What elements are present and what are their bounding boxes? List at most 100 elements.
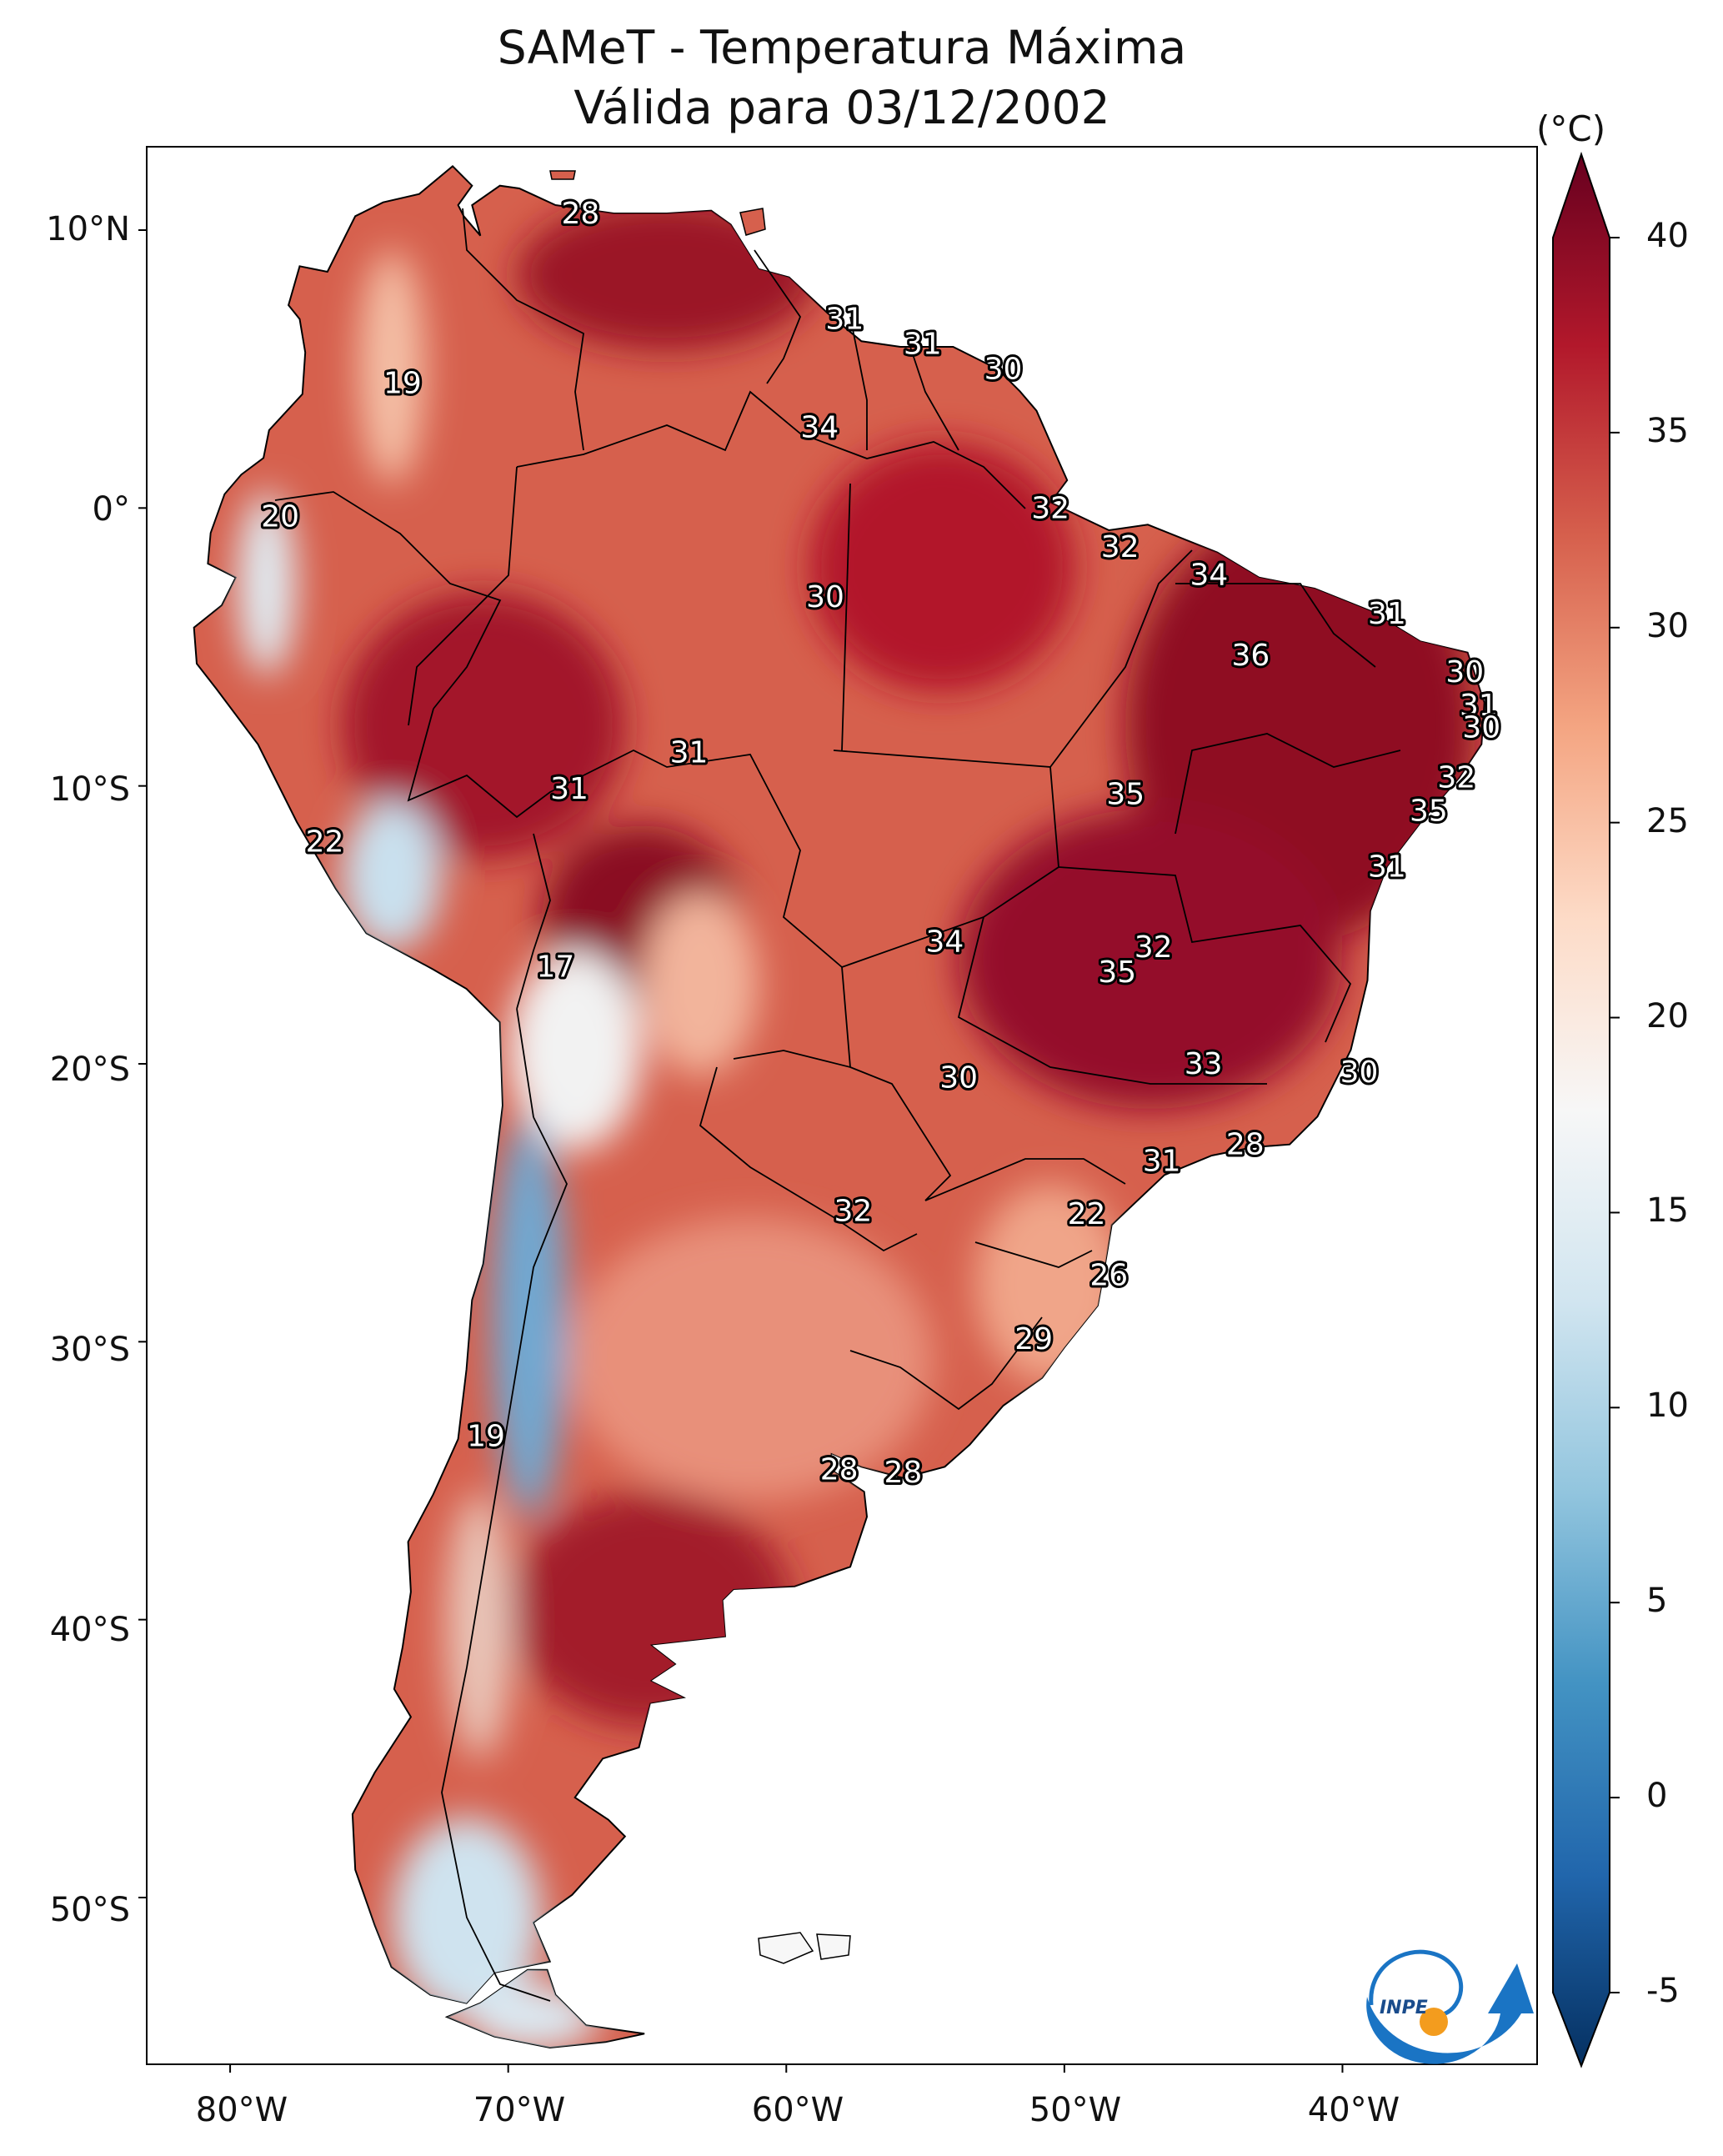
station-label: 22 <box>306 825 344 859</box>
station-label: 31 <box>904 328 942 362</box>
border-brazil-states-2 <box>1049 549 1193 768</box>
border-colombia-venezuela <box>462 208 584 451</box>
station-label: 30 <box>1340 1055 1379 1090</box>
station-label: 30 <box>1445 655 1484 689</box>
station-label: 19 <box>383 366 422 400</box>
station-label: 32 <box>1101 530 1139 564</box>
station-label: 32 <box>1031 491 1069 525</box>
border-chile-bolivia <box>516 1008 534 1118</box>
longitude-ticks <box>229 2064 1344 2073</box>
lon-label-40w: 40°W <box>1307 2091 1400 2129</box>
cool-zone-chile-south <box>446 1492 513 1759</box>
border-peru-bolivia <box>516 833 551 1010</box>
lon-label-80w: 80°W <box>195 2091 288 2129</box>
station-label: 34 <box>800 411 839 445</box>
station-label: 31 <box>1368 597 1406 631</box>
border-suriname-guiana <box>908 341 959 451</box>
border-venezuela-guyana <box>754 249 802 384</box>
colorbar-tick-label: 5 <box>1646 1582 1668 1621</box>
lat-label-30s: 30°S <box>49 1331 130 1369</box>
border-brazil-states-6 <box>974 1241 1093 1268</box>
station-label: 31 <box>1368 850 1406 884</box>
colorbar-tick-label: 40 <box>1646 217 1689 255</box>
station-label: 29 <box>1014 1322 1053 1356</box>
border-colombia-ecuador-peru <box>274 491 502 709</box>
border-bolivia-paraguay <box>733 966 852 1069</box>
station-label: 31 <box>670 736 709 770</box>
station-label: 35 <box>1410 795 1448 829</box>
station-label: 34 <box>1190 558 1228 592</box>
trinidad-island <box>739 208 766 236</box>
cool-zone-pampas <box>567 1217 934 1501</box>
station-label: 35 <box>1098 955 1136 990</box>
border-brazil-states-4 <box>957 916 1267 1085</box>
lon-label-60w: 60°W <box>751 2091 844 2129</box>
lat-label-40s: 40°S <box>49 1611 130 1649</box>
station-label: 28 <box>562 197 600 231</box>
cool-zone-chaco <box>642 892 759 1075</box>
colorbar <box>1552 151 1620 2068</box>
colorbar-tick-label: 35 <box>1646 411 1689 450</box>
border-brazil-states-8 <box>841 483 851 751</box>
map-subtitle: Válida para 03/12/2002 <box>573 81 1110 134</box>
lat-label-50s: 50°S <box>49 1891 130 1929</box>
falkland-west <box>758 1932 814 1964</box>
station-label: 30 <box>1462 711 1500 745</box>
station-label: 30 <box>984 353 1023 387</box>
cool-zone-chile-andes <box>492 1117 567 1517</box>
border-bolivia-brazil <box>583 749 843 968</box>
continent-layer <box>193 164 1485 2049</box>
station-label: 22 <box>1068 1197 1106 1231</box>
border-paraguay-brazil <box>849 1066 952 1201</box>
temperature-field <box>238 200 1475 2048</box>
border-peru-brazil <box>407 708 584 819</box>
hot-zone-central-brazil <box>959 809 1342 1109</box>
station-label: 28 <box>1226 1128 1265 1162</box>
border-brazil-states-5 <box>924 1158 1126 1201</box>
margarita-island <box>549 170 576 180</box>
station-label: 19 <box>467 1420 505 1454</box>
colorbar-tick-label: 0 <box>1646 1777 1668 1816</box>
map-title: SAMeT - Temperatura Máxima <box>497 21 1187 74</box>
inpe-logo: INPE <box>1366 1949 1534 2064</box>
inpe-logo-arc <box>1366 1963 1534 2064</box>
border-brazil-states-7 <box>1175 583 1376 668</box>
hot-zone-amazon-east <box>809 442 1075 692</box>
lat-label-10s: 10°S <box>49 770 130 809</box>
hot-zone-west-amazon <box>342 592 625 859</box>
station-label: 17 <box>536 950 574 984</box>
station-label: 30 <box>806 580 844 614</box>
station-label: 30 <box>939 1061 978 1096</box>
station-label: 31 <box>825 303 864 337</box>
border-uruguay <box>849 1316 1043 1411</box>
colorbar-tick-label: 20 <box>1646 996 1689 1035</box>
colorbar-tick-label: 10 <box>1646 1386 1689 1426</box>
cool-zone-peru-andes <box>342 800 442 950</box>
station-label: 28 <box>820 1453 859 1487</box>
border-brazil-states-9 <box>408 466 518 726</box>
inpe-logo-text: INPE <box>1380 1998 1428 2018</box>
station-label: 31 <box>1460 689 1498 723</box>
station-label: 26 <box>1089 1258 1128 1292</box>
lon-label-70w: 70°W <box>473 2091 566 2129</box>
station-label: 32 <box>834 1195 872 1229</box>
country-borders <box>274 208 1401 2002</box>
station-label: 31 <box>550 772 589 806</box>
border-chile-argentina <box>441 1116 568 2002</box>
station-label: 31 <box>1143 1145 1181 1179</box>
falkland-islands <box>758 1932 851 1964</box>
colorbar-body <box>1552 151 1610 2068</box>
cool-zone-ecuador <box>238 492 296 675</box>
border-brazil-states-3 <box>1058 866 1352 1043</box>
border-brazil-north <box>516 390 1026 509</box>
colorbar-tick-label: 25 <box>1646 801 1689 840</box>
latitude-ticks <box>138 229 147 1898</box>
station-label: 20 <box>261 499 299 534</box>
lat-label-20s: 20°S <box>49 1050 130 1089</box>
colorbar-tick-label: -5 <box>1646 1972 1680 2010</box>
station-label: 32 <box>1437 761 1475 795</box>
cool-zone-altiplano <box>508 950 642 1151</box>
border-guyana-suriname <box>849 316 868 450</box>
